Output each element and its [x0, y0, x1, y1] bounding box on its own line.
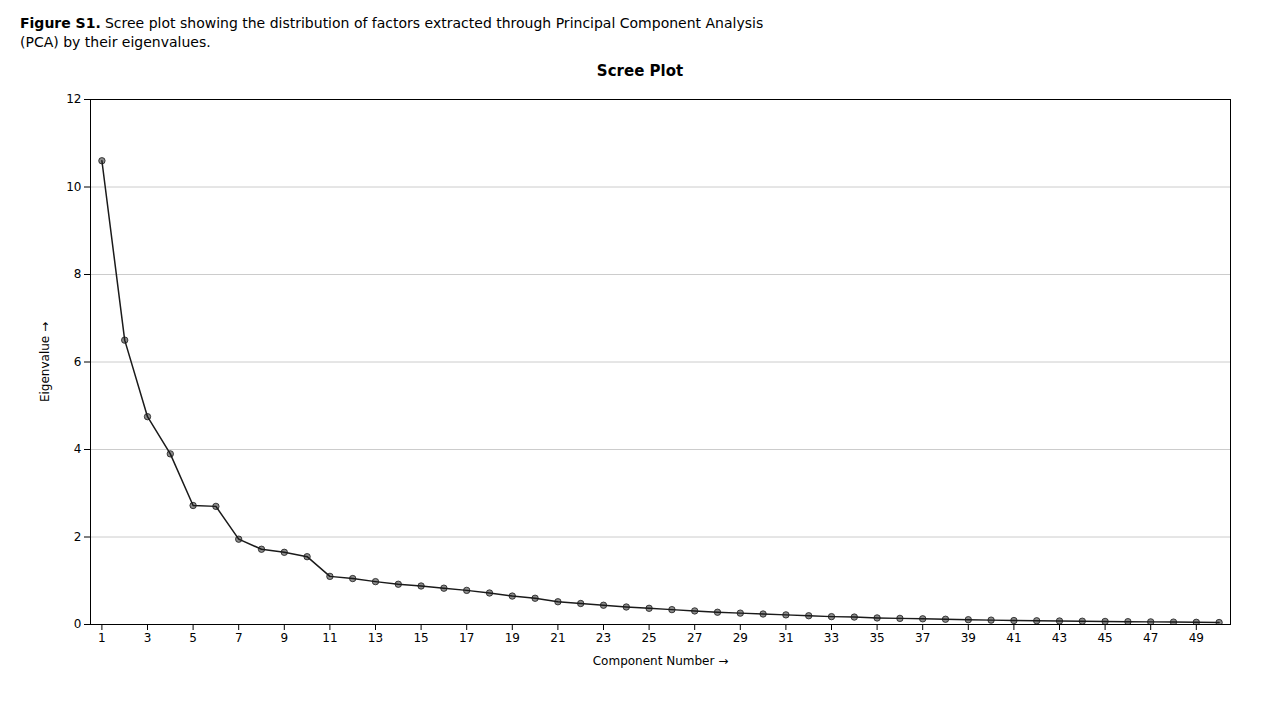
svg-text:25: 25	[641, 631, 656, 645]
svg-text:49: 49	[1189, 631, 1204, 645]
svg-text:23: 23	[596, 631, 611, 645]
svg-text:39: 39	[961, 631, 976, 645]
svg-text:17: 17	[459, 631, 474, 645]
svg-text:43: 43	[1052, 631, 1067, 645]
svg-text:45: 45	[1097, 631, 1112, 645]
svg-text:37: 37	[915, 631, 930, 645]
svg-text:15: 15	[413, 631, 428, 645]
svg-text:1: 1	[98, 631, 106, 645]
svg-text:Component Number →: Component Number →	[593, 653, 729, 667]
html-text:Scree Plot: Scree Plot	[596, 61, 684, 80]
svg-text:7: 7	[235, 631, 243, 645]
svg-text:Eigenvalue →: Eigenvalue →	[38, 322, 52, 402]
svg-text:31: 31	[778, 631, 793, 645]
svg-text:33: 33	[824, 631, 839, 645]
svg-text:8: 8	[74, 267, 82, 281]
html-text:Figure S1. Scree plot showing: Figure S1. Scree plot showing the distri…	[20, 15, 764, 50]
svg-text:35: 35	[869, 631, 884, 645]
svg-text:3: 3	[144, 631, 152, 645]
svg-text:13: 13	[368, 631, 383, 645]
svg-text:2: 2	[74, 530, 82, 544]
svg-text:47: 47	[1143, 631, 1158, 645]
svg-text:11: 11	[322, 631, 337, 645]
svg-text:0: 0	[74, 617, 82, 631]
svg-text:19: 19	[505, 631, 520, 645]
svg-text:12: 12	[66, 92, 81, 106]
svg-text:5: 5	[189, 631, 197, 645]
svg-text:6: 6	[74, 355, 82, 369]
svg-text:9: 9	[280, 631, 288, 645]
svg-text:27: 27	[687, 631, 702, 645]
svg-text:29: 29	[733, 631, 748, 645]
svg-text:41: 41	[1006, 631, 1021, 645]
svg-text:21: 21	[550, 631, 565, 645]
svg-text:4: 4	[74, 442, 82, 456]
svg-text:10: 10	[66, 180, 81, 194]
